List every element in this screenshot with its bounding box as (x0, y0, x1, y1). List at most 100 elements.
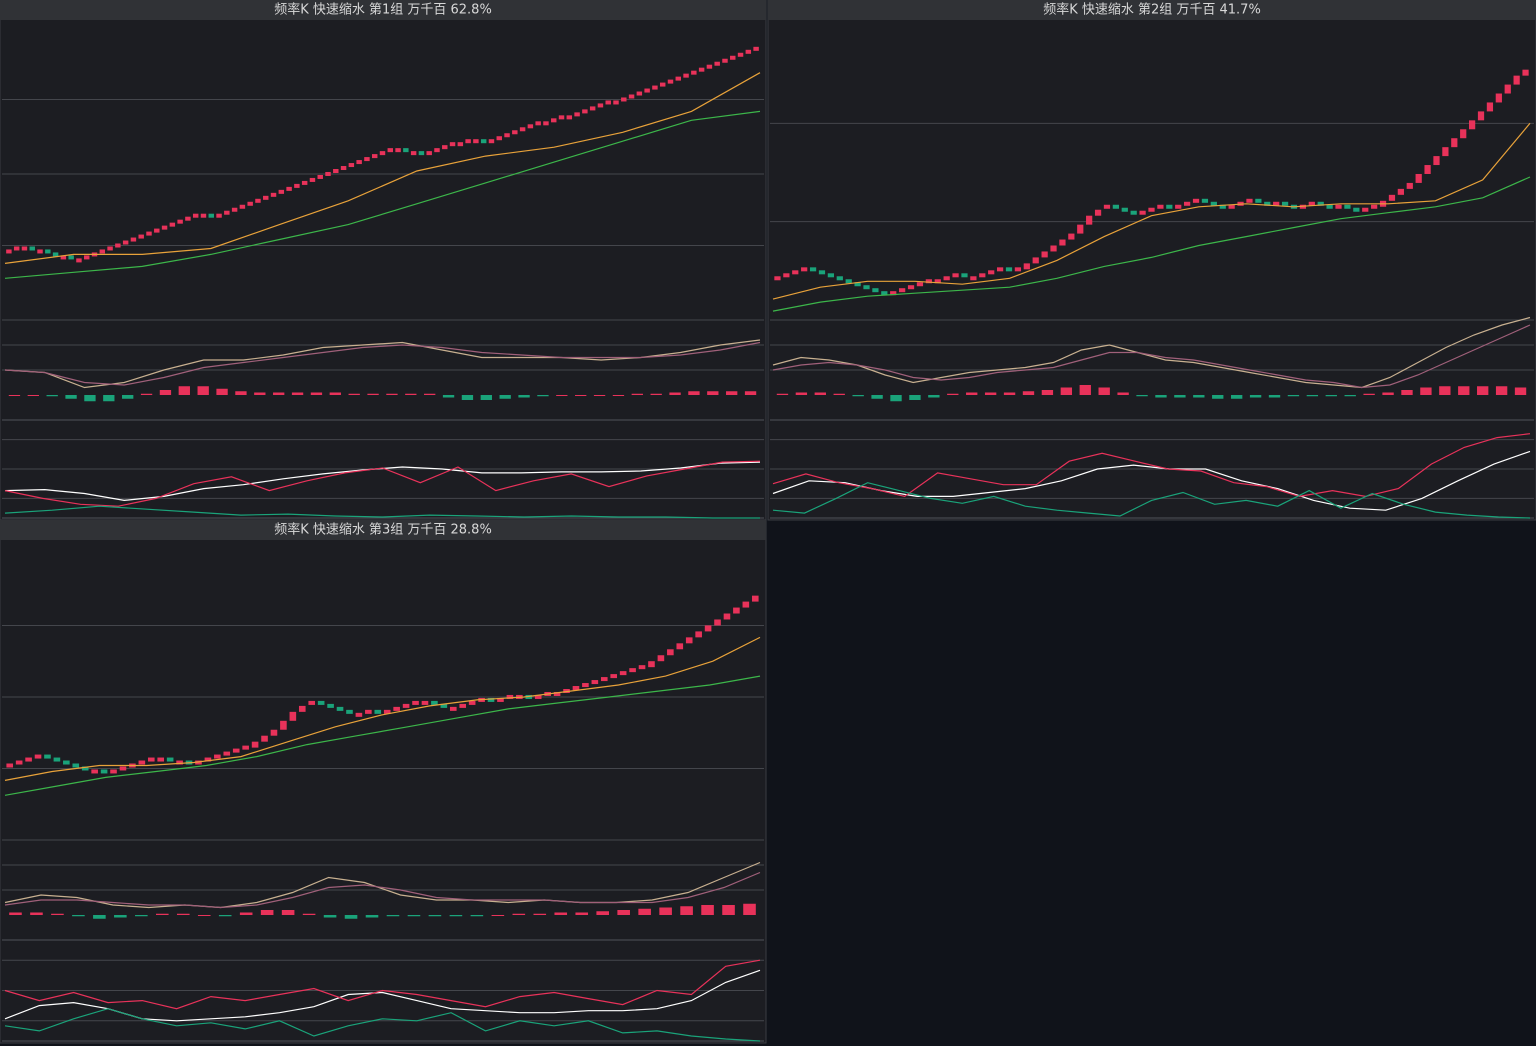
indicator-line (772, 482, 1531, 519)
brick (340, 166, 347, 171)
macd-bar (239, 912, 253, 915)
macd-bar (27, 395, 39, 396)
macd-bar (405, 393, 417, 395)
macd-bar (491, 915, 505, 916)
macd-bar (669, 392, 681, 395)
brick (551, 118, 557, 123)
brick (1050, 245, 1057, 252)
macd-bar (512, 913, 526, 915)
brick (1344, 204, 1351, 209)
brick (346, 709, 353, 714)
macd-bar (470, 915, 484, 917)
brick (393, 706, 400, 711)
brick (1353, 207, 1360, 212)
brick (81, 766, 89, 771)
brick (371, 154, 378, 159)
macd-bar (1155, 395, 1167, 398)
macd-bar (273, 392, 285, 395)
brick (496, 136, 502, 141)
brick (449, 142, 456, 147)
brick (737, 52, 744, 57)
brick (504, 133, 510, 138)
macd-bar (156, 913, 169, 915)
brick (638, 665, 646, 670)
brick (309, 177, 316, 182)
brick (317, 174, 323, 179)
macd-bar (1382, 392, 1394, 395)
brick (621, 97, 627, 102)
brick (1201, 198, 1209, 203)
brick (68, 255, 74, 260)
macd-bar (449, 915, 463, 917)
macd-bar (1098, 387, 1110, 395)
brick (130, 237, 137, 242)
macd-bar (499, 395, 511, 399)
macd-bar (909, 395, 921, 400)
brick (706, 64, 713, 69)
brick (783, 273, 790, 278)
brick (1326, 204, 1333, 209)
macd-bar (833, 393, 845, 395)
brick (1264, 201, 1271, 206)
macd-bar (852, 395, 864, 397)
brick (72, 763, 80, 768)
brick (605, 100, 611, 105)
brick (845, 279, 852, 284)
brick (1103, 204, 1111, 209)
macd-bar (593, 395, 606, 396)
brick (214, 754, 221, 759)
macd-bar (302, 913, 316, 915)
macd-bar (744, 391, 757, 395)
brick (809, 267, 817, 272)
brick (52, 252, 59, 257)
macd-bar (1079, 385, 1091, 395)
brick (961, 273, 968, 278)
brick (591, 680, 599, 685)
brick (572, 686, 580, 691)
brick (195, 760, 202, 765)
brick (449, 706, 457, 711)
brick (25, 757, 32, 762)
macd-bar (176, 913, 190, 915)
brick (628, 94, 635, 99)
brick (161, 225, 168, 230)
brick (1415, 173, 1422, 183)
brick (563, 689, 570, 693)
brick (659, 82, 666, 87)
brick (84, 255, 90, 260)
brick (934, 279, 941, 284)
brick (169, 222, 176, 227)
macd-bar (8, 395, 21, 396)
brick (1148, 207, 1155, 212)
brick (107, 246, 113, 251)
brick (543, 121, 549, 126)
brick (1228, 204, 1235, 209)
title-bar (768, 0, 1536, 20)
brick (1406, 182, 1413, 189)
brick (204, 757, 212, 762)
brick (280, 720, 287, 730)
brick (629, 668, 636, 673)
macd-bar (1003, 392, 1016, 395)
brick (383, 709, 391, 714)
macd-bar (743, 903, 756, 915)
macd-bar (1306, 395, 1319, 397)
title-bar (0, 0, 766, 20)
brick (1451, 138, 1458, 148)
macd-bar (1439, 386, 1451, 395)
brick (1041, 251, 1048, 258)
brick (714, 619, 721, 626)
brick (13, 246, 20, 251)
macd-bar (871, 395, 883, 399)
macd-bar (442, 395, 455, 398)
brick (704, 625, 712, 632)
macd-bar (46, 395, 58, 397)
brick (1255, 198, 1262, 203)
brick (44, 754, 51, 759)
brick (534, 694, 542, 699)
brick (691, 70, 697, 75)
brick (421, 700, 429, 705)
macd-bar (1477, 386, 1489, 395)
macd-bar (688, 391, 700, 395)
brick (657, 655, 665, 662)
